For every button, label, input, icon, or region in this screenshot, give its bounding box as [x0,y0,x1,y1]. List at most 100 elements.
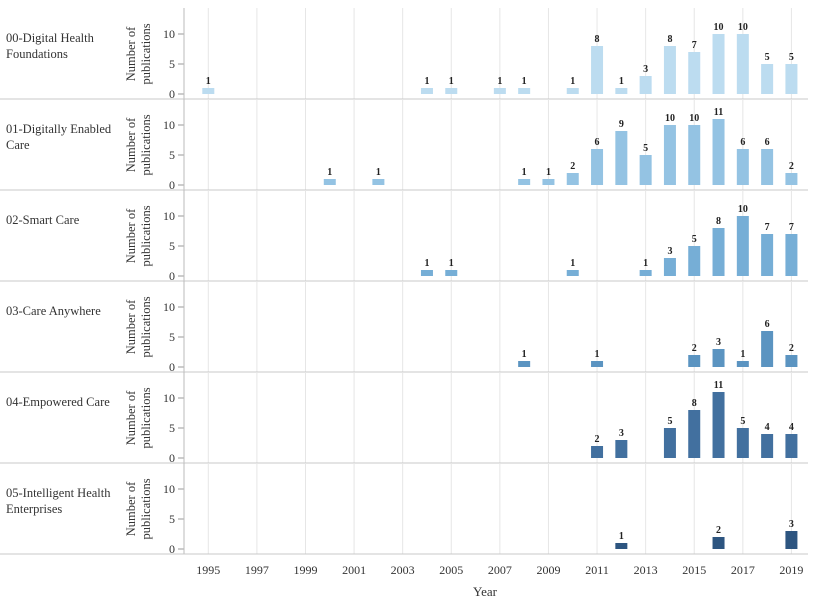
panel-4: 0 5 10 04-Empowered Care Number ofpublicatio… [0,372,808,465]
bar-2012 [615,88,628,94]
data-label-2015: 2 [692,343,697,354]
bar-2018 [761,331,774,367]
data-label-2011: 2 [595,434,600,445]
panel-label-line: 03-Care Anywhere [6,304,101,318]
bar-2011 [591,361,604,367]
panel-label: 02-Smart Care [6,213,80,227]
data-label-2012: 3 [619,428,624,439]
y-axis-title: Number ofpublications [124,478,153,539]
y-axis-title-line2: publications [139,205,153,266]
bar-2016 [712,34,725,94]
y-axis-title-line2: publications [139,387,153,448]
y-axis-title-line1: Number of [124,117,138,172]
data-label-2014: 5 [667,416,672,427]
bar-2019 [785,173,798,185]
data-label-2019: 7 [789,222,794,233]
bar-2016 [712,119,725,185]
data-label-2019: 3 [789,519,794,530]
y-axis-title-line2: publications [139,296,153,357]
panel-2: 0 5 10 02-Smart Care Number ofpublications 1 1… [0,190,808,283]
data-label-2010: 1 [570,76,575,87]
x-tick-label: 2015 [682,563,706,577]
x-tick-label: 1995 [196,563,220,577]
data-label-2005: 1 [449,258,454,269]
x-tick-label: 2017 [731,563,755,577]
data-label-2008: 1 [522,76,527,87]
data-label-2017: 5 [740,416,745,427]
y-axis-title: Number ofpublications [124,296,153,357]
panel-label-line: 05-Intelligent Health [6,486,111,500]
data-label-2013: 5 [643,143,648,154]
bar-2019 [785,434,798,458]
bar-2008 [518,88,531,94]
y-axis-title: Number ofpublications [124,114,153,175]
bar-2017 [736,149,749,185]
bar-2017 [736,216,749,276]
bar-2016 [712,349,725,367]
panel-3: 0 5 10 03-Care Anywhere Number ofpublication… [0,281,808,374]
data-label-2000: 1 [327,167,332,178]
data-label-2011: 6 [595,137,600,148]
bar-2014 [663,428,676,458]
bar-2019 [785,355,798,367]
bar-2018 [761,64,774,94]
panel-label-line: 00-Digital Health [6,31,95,45]
y-tick-label: 0 [169,178,175,192]
y-tick-label: 5 [169,512,175,526]
data-label-2015: 5 [692,234,697,245]
data-label-2019: 2 [789,343,794,354]
bar-2005 [445,88,458,94]
data-label-2011: 1 [595,349,600,360]
bar-2005 [445,270,458,276]
y-tick-label: 5 [169,148,175,162]
y-axis-title: Number ofpublications [124,387,153,448]
bar-2011 [591,446,604,458]
y-tick-label: 5 [169,57,175,71]
bar-2010 [566,173,579,185]
data-label-2019: 2 [789,161,794,172]
data-label-2017: 10 [738,22,748,33]
y-axis-title-line1: Number of [124,390,138,445]
x-axis-title: Year [473,584,498,597]
bar-2019 [785,234,798,276]
x-tick-label: 2007 [488,563,512,577]
bar-2014 [663,125,676,185]
bar-2013 [639,76,652,94]
data-label-2002: 1 [376,167,381,178]
y-axis-title-line2: publications [139,478,153,539]
panel-label: 01-Digitally Enabled Care [6,122,112,152]
panel-label: 05-Intelligent Health Enterprises [6,486,111,516]
y-axis-title-line2: publications [139,114,153,175]
data-label-2014: 3 [667,246,672,257]
bar-2008 [518,361,531,367]
panel-label-line: Care [6,138,30,152]
panel-label-line: 01-Digitally Enabled [6,122,112,136]
data-label-2017: 10 [738,204,748,215]
bar-2019 [785,64,798,94]
data-label-2012: 1 [619,531,624,542]
data-label-2016: 2 [716,525,721,536]
bar-2018 [761,149,774,185]
bar-2002 [372,179,385,185]
data-label-2015: 10 [689,113,699,124]
bar-2004 [420,270,433,276]
y-tick-label: 5 [169,421,175,435]
bar-2004 [420,88,433,94]
data-label-2010: 1 [570,258,575,269]
data-label-2017: 6 [740,137,745,148]
data-label-2017: 1 [740,349,745,360]
bar-2015 [688,410,701,458]
x-tick-label: 2005 [439,563,463,577]
data-label-2015: 8 [692,398,697,409]
y-tick-label: 10 [163,27,175,41]
panel-label-line: Foundations [6,47,68,61]
x-axis: 1995 1997 1999 2001 2003 2005 2007 2009 2011 2013… [196,563,803,597]
y-axis-title-line1: Number of [124,26,138,81]
bar-1995 [202,88,215,94]
data-label-2019: 4 [789,422,794,433]
bar-2018 [761,434,774,458]
bar-2013 [639,155,652,185]
y-tick-label: 0 [169,542,175,556]
bar-2014 [663,46,676,94]
x-tick-label: 2001 [342,563,366,577]
